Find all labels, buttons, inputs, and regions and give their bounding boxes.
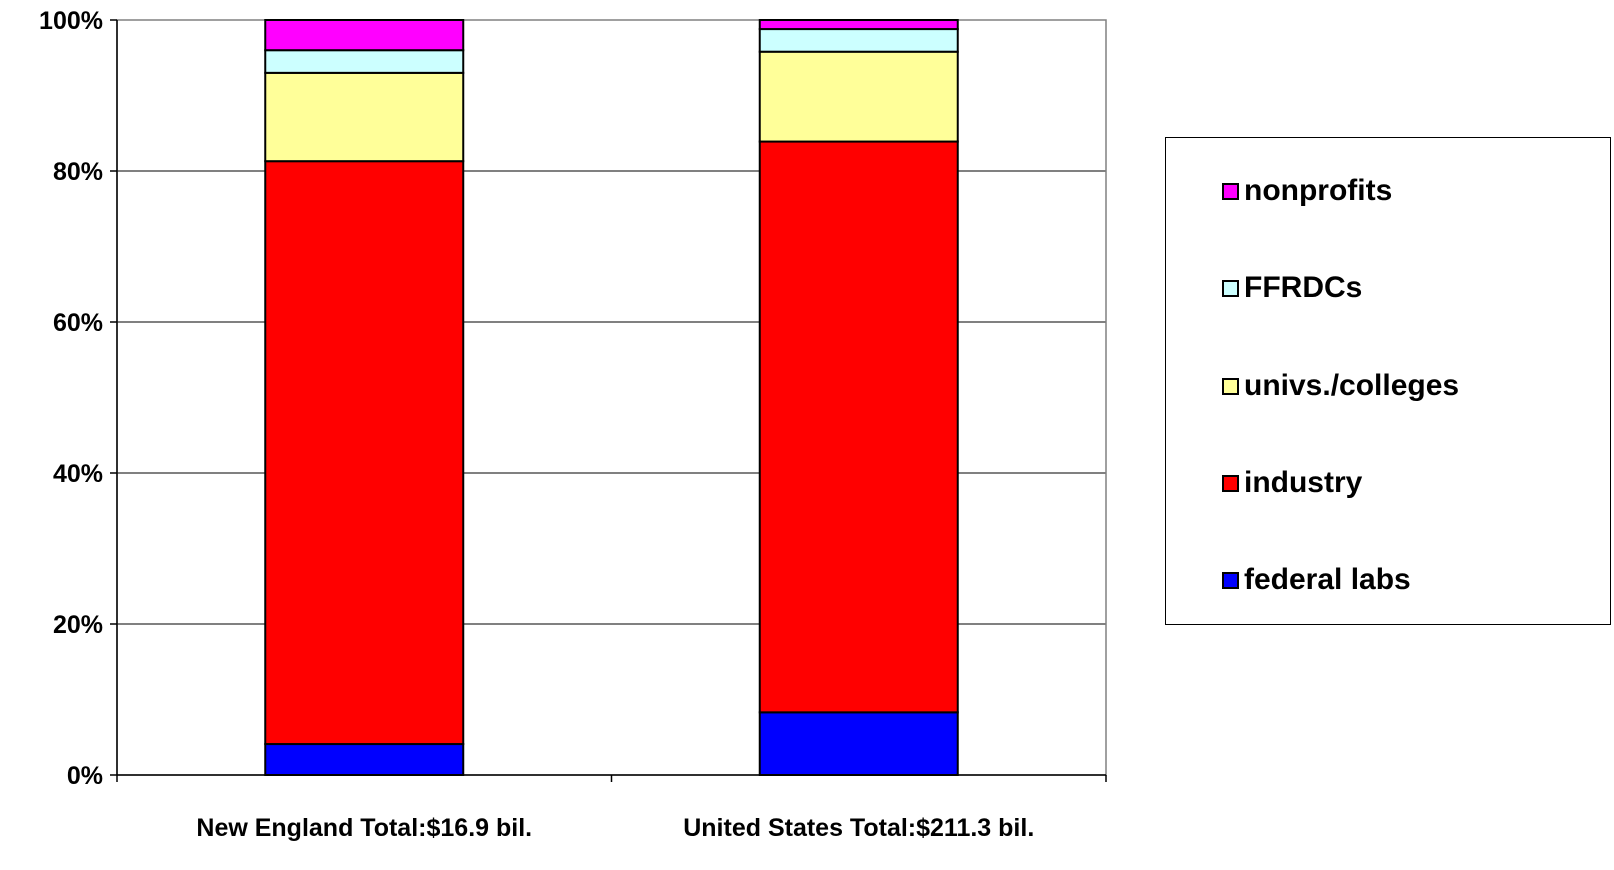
bar-segment-nonprofits bbox=[264, 19, 465, 52]
legend-item: industry bbox=[1222, 463, 1362, 503]
bar-segment-ffrdcs bbox=[758, 28, 959, 53]
y-tick-label: 40% bbox=[53, 460, 103, 488]
y-tick-label: 0% bbox=[67, 762, 103, 790]
bar-stack bbox=[758, 19, 959, 777]
legend-swatch bbox=[1222, 571, 1239, 589]
legend-item: federal labs bbox=[1222, 560, 1411, 600]
legend-label: nonprofits bbox=[1244, 174, 1393, 207]
bar-segment-univs-colleges bbox=[264, 71, 465, 163]
legend-item: FFRDCs bbox=[1222, 268, 1362, 308]
y-tick-label: 100% bbox=[39, 7, 103, 35]
bars bbox=[264, 19, 959, 777]
legend-label: univs./colleges bbox=[1244, 369, 1460, 402]
legend-swatch bbox=[1222, 377, 1239, 395]
legend-label: FFRDCs bbox=[1244, 271, 1363, 304]
x-axis: New England Total:$16.9 bil. United State… bbox=[116, 774, 1107, 842]
y-tick-label: 80% bbox=[53, 158, 103, 186]
legend-label: federal labs bbox=[1244, 563, 1411, 596]
legend-label: industry bbox=[1244, 466, 1363, 499]
legend-item: univs./colleges bbox=[1222, 366, 1459, 406]
bar-segment-industry bbox=[264, 160, 465, 746]
legend-swatch bbox=[1222, 182, 1239, 200]
x-category-label: New England Total:$16.9 bil. bbox=[196, 814, 532, 842]
bar-segment-univs-colleges bbox=[758, 50, 959, 143]
bar-stack bbox=[264, 19, 465, 776]
bar-segment-federal-labs bbox=[758, 711, 959, 777]
bar-segment-industry bbox=[758, 140, 959, 714]
legend-swatch bbox=[1222, 474, 1239, 492]
legend-swatch bbox=[1222, 279, 1239, 297]
bar-segment-federal-labs bbox=[264, 743, 465, 776]
y-axis: 0% 20% 40% 60% 80% 100% bbox=[39, 7, 118, 790]
bar-segment-nonprofits bbox=[758, 19, 959, 31]
legend-item: nonprofits bbox=[1222, 171, 1392, 211]
x-category-label: United States Total:$211.3 bil. bbox=[683, 814, 1034, 842]
legend: nonprofits FFRDCs univs./colleges industry f… bbox=[1165, 137, 1611, 625]
y-tick-label: 20% bbox=[53, 611, 103, 639]
y-tick-label: 60% bbox=[53, 309, 103, 337]
bar-segment-ffrdcs bbox=[264, 49, 465, 74]
